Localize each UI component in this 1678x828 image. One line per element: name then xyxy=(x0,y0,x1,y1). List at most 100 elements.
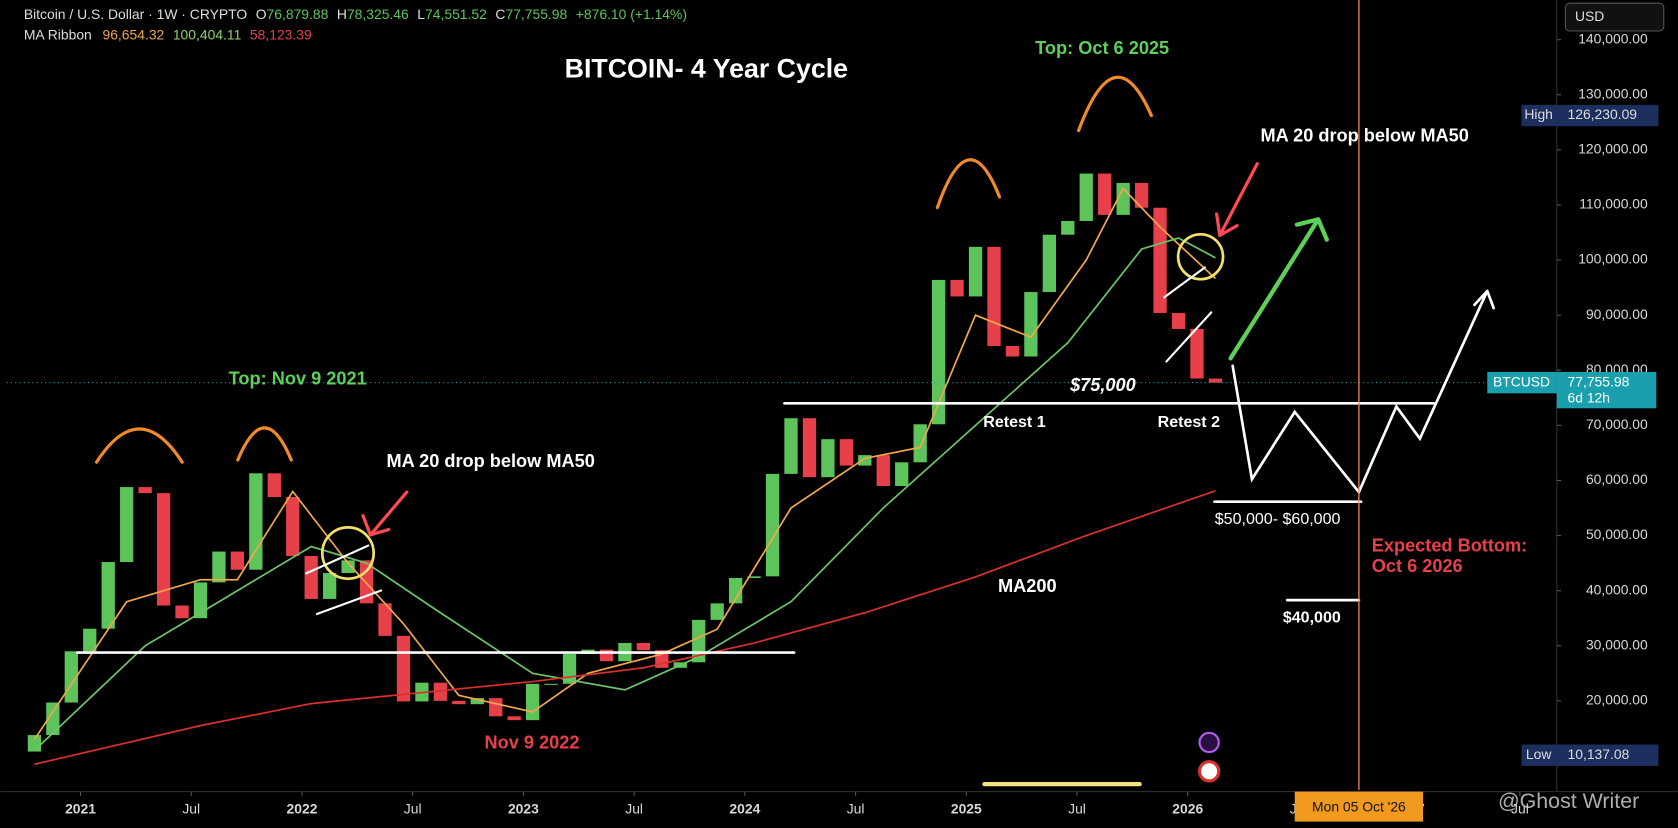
top-arc xyxy=(1077,75,1153,133)
annotation: Top: Nov 9 2021 xyxy=(229,369,367,389)
watermark: @Ghost Writer xyxy=(1498,789,1639,813)
low-tag xyxy=(1556,744,1659,766)
top-arc xyxy=(236,426,293,462)
indicator: MA Ribbon xyxy=(24,26,92,42)
ohlc-label: C xyxy=(495,6,505,22)
candle xyxy=(950,279,964,297)
channel-line xyxy=(315,589,383,616)
candle xyxy=(968,246,983,297)
indicator-value: 58,123.39 xyxy=(250,26,312,42)
high-name: High xyxy=(1524,106,1553,122)
cross-circle xyxy=(1176,232,1225,281)
candle xyxy=(433,682,448,701)
candle xyxy=(1098,173,1112,215)
candle xyxy=(839,439,853,466)
y-tick-label: 140,000.00 xyxy=(1578,30,1648,46)
ma-line xyxy=(33,187,1217,740)
candle xyxy=(470,698,484,705)
candle xyxy=(175,605,189,619)
green-arrow xyxy=(1228,217,1329,361)
y-tick-label: 100,000.00 xyxy=(1578,251,1648,267)
candle xyxy=(101,562,115,629)
annotation: $50,000- $60,000 xyxy=(1215,510,1341,528)
annotation: $75,000 xyxy=(1069,375,1136,395)
x-tick-label: 2022 xyxy=(287,800,318,816)
ohlc-label: L xyxy=(417,6,425,22)
candle xyxy=(728,578,743,604)
channel-line xyxy=(305,544,370,575)
ohlc-value: 76,879.88 xyxy=(267,6,329,22)
high-value: 126,230.09 xyxy=(1568,106,1638,122)
candle xyxy=(286,497,300,556)
top-arc xyxy=(935,158,1002,210)
legend-line: Bitcoin / U.S. Dollar · 1W · CRYPTO O76,8… xyxy=(24,6,687,22)
x-tick-label: 2025 xyxy=(951,800,982,816)
icon xyxy=(1197,760,1221,783)
symbol-tag-label: BTCUSD xyxy=(1493,373,1550,389)
x-axis: 2021 Jul 2022 Jul 2023 Jul 2024 Jul 2025 Jul 2026 J… xyxy=(65,791,1529,816)
annotation: MA 20 drop below MA50 xyxy=(1260,126,1468,146)
x-tick-label: 2023 xyxy=(508,800,539,816)
x-tick-label: 2026 xyxy=(1172,800,1203,816)
candle xyxy=(858,455,872,466)
annotation: $40,000 xyxy=(1283,609,1341,627)
ma-line xyxy=(34,490,1216,766)
annotation: Retest 2 xyxy=(1158,413,1220,431)
ma-line xyxy=(33,237,1216,752)
y-tick-label: 130,000.00 xyxy=(1578,85,1648,101)
candle xyxy=(526,683,540,721)
ohlc-value: 78,325.46 xyxy=(347,6,409,22)
candle xyxy=(1005,346,1020,357)
candle xyxy=(1024,292,1038,357)
candle xyxy=(1042,234,1056,293)
y-tick-label: 90,000.00 xyxy=(1586,306,1648,322)
candle xyxy=(304,555,318,599)
top-arc xyxy=(94,427,184,464)
candle xyxy=(507,716,521,721)
candle xyxy=(1171,312,1186,329)
countdown: 6d 12h xyxy=(1568,389,1611,405)
change: +876.10 (+1.14%) xyxy=(576,6,687,22)
candle xyxy=(1061,220,1075,235)
candle xyxy=(599,649,614,662)
channel-line xyxy=(1165,311,1213,363)
x-tick-label: Jul xyxy=(182,800,200,816)
y-axis: 20,000.00 30,000.00 40,000.00 50,000.00 60,0… xyxy=(1487,30,1659,766)
ohlc-label: O xyxy=(256,6,267,22)
ohlc-label: H xyxy=(337,6,347,22)
candle xyxy=(1079,173,1093,221)
candle xyxy=(27,735,42,752)
channel-line xyxy=(1163,266,1206,299)
candle xyxy=(636,643,651,651)
high-name-tag xyxy=(1521,104,1557,127)
price-tag xyxy=(1556,371,1657,409)
x-tick-label: Jul xyxy=(625,800,643,816)
candle xyxy=(710,603,724,620)
x-tick-label: Jul xyxy=(1511,800,1529,816)
y-tick-label: 20,000.00 xyxy=(1586,692,1648,708)
candle xyxy=(876,455,890,486)
candle xyxy=(138,487,152,494)
candle xyxy=(544,683,558,685)
candle xyxy=(784,418,798,474)
candle xyxy=(83,628,97,652)
candle xyxy=(1153,207,1167,313)
currency-button[interactable] xyxy=(1564,2,1665,32)
candle xyxy=(452,700,466,705)
ohlc-value: 74,551.52 xyxy=(425,6,487,22)
annotation: Top: Oct 6 2025 xyxy=(1035,38,1169,58)
y-tick-label: 110,000.00 xyxy=(1579,196,1648,212)
crosshair-date-box xyxy=(1294,791,1424,822)
candle xyxy=(120,487,134,563)
candle xyxy=(323,573,337,599)
indicator-value: 100,404.11 xyxy=(173,26,242,42)
low-value: 10,137.08 xyxy=(1568,746,1630,762)
candle xyxy=(212,551,226,583)
cross-circle xyxy=(320,526,375,581)
low-name-tag xyxy=(1521,744,1557,766)
plot-area xyxy=(6,173,1557,766)
candle xyxy=(46,702,60,736)
candle xyxy=(341,560,355,574)
x-tick-label: Jul xyxy=(1068,800,1086,816)
